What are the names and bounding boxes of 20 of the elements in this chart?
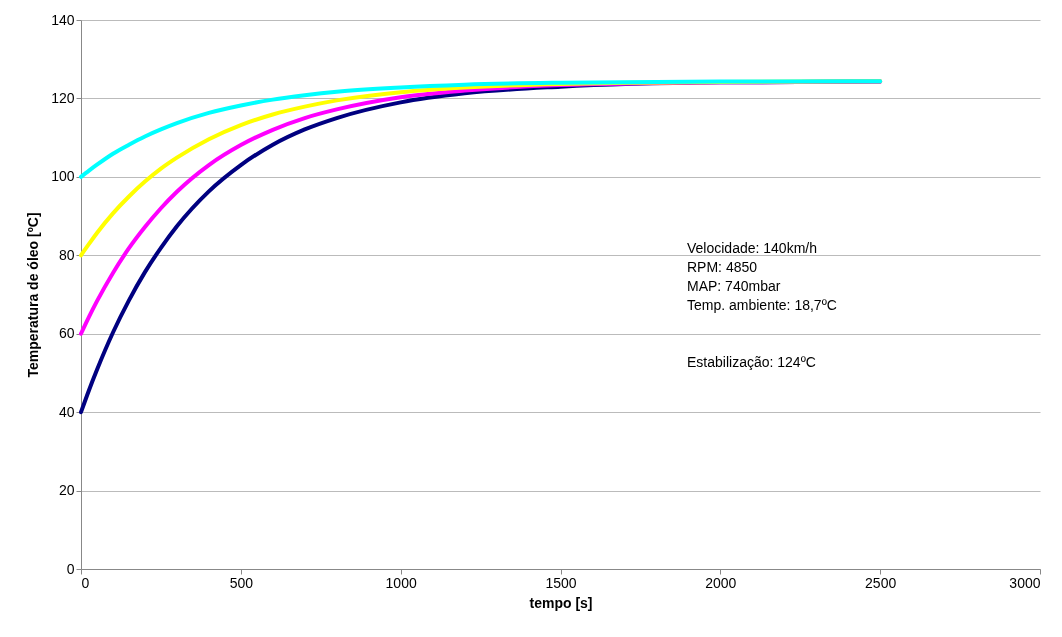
annotation: Estabilização: 124ºC — [687, 354, 816, 370]
x-tick-label: 2500 — [865, 574, 897, 591]
y-tick-label: 60 — [58, 325, 75, 342]
y-axis-title: Temperatura de óleo [ºC] — [25, 212, 42, 378]
y-tick-label: 0 — [66, 560, 75, 577]
x-tick-label: 3000 — [1009, 574, 1041, 591]
y-tick-label: 140 — [51, 11, 75, 28]
x-tick-label: 0 — [81, 574, 90, 591]
x-tick-label: 1500 — [545, 574, 577, 591]
x-axis-title: tempo [s] — [529, 594, 593, 611]
line-series — [79, 79, 883, 179]
y-tick-label: 100 — [51, 168, 75, 185]
x-tick-label: 1000 — [385, 574, 417, 591]
y-tick-label: 20 — [58, 482, 75, 499]
y-tick-label: 120 — [51, 89, 75, 106]
x-tick-label: 2000 — [705, 574, 737, 591]
y-tick-label: 80 — [58, 246, 75, 263]
x-tick-label: 500 — [229, 574, 254, 591]
y-tick-label: 40 — [58, 403, 75, 420]
annotation: Velocidade: 140km/h RPM: 4850 MAP: 740mbar Temp. ambiente: 18,7ºC — [687, 240, 837, 313]
